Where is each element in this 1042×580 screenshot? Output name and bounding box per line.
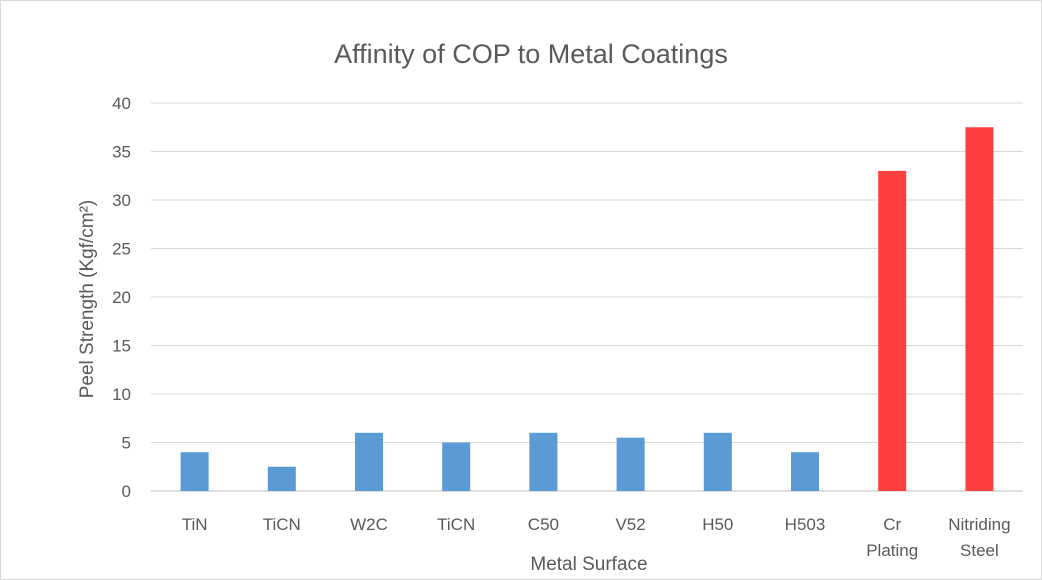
x-axis-label: Metal Surface [530, 554, 647, 575]
x-tick-label: H50 [702, 515, 733, 534]
bar [355, 432, 383, 491]
y-axis-ticks: 0 5 10 15 20 25 30 35 40 [112, 94, 131, 501]
x-tick-label: Nitriding Steel [948, 515, 1010, 560]
x-tick-label: C50 [528, 515, 559, 534]
y-tick-label: 40 [112, 94, 131, 113]
bars [180, 127, 994, 491]
gridlines [151, 102, 1023, 492]
bar [442, 442, 471, 491]
y-tick-label: 35 [112, 143, 131, 162]
y-tick-label: 10 [112, 385, 131, 404]
x-tick-label: H503 [785, 515, 826, 534]
x-tick-label: TiN [182, 515, 208, 534]
y-axis-label: Peel Strength (Kgf/cm²) [77, 200, 98, 399]
x-tick-label: TiCN [263, 515, 301, 534]
y-tick-label: 20 [112, 288, 131, 307]
bar [180, 452, 209, 491]
bar [529, 432, 558, 491]
x-tick-label: V52 [615, 515, 645, 534]
bar [791, 452, 819, 491]
bar [616, 437, 645, 491]
y-tick-label: 30 [112, 191, 131, 210]
bar [965, 127, 994, 491]
x-tick-label: TiCN [437, 515, 475, 534]
bar [878, 170, 907, 491]
x-tick-label: Cr Plating [866, 515, 918, 560]
y-tick-label: 5 [122, 434, 131, 453]
y-tick-label: 25 [112, 240, 131, 259]
chart-title: Affinity of COP to Metal Coatings [334, 39, 728, 69]
y-tick-label: 0 [122, 482, 131, 501]
bar [703, 432, 732, 491]
y-tick-label: 15 [112, 337, 131, 356]
x-tick-label: W2C [350, 515, 388, 534]
bar [267, 466, 296, 491]
x-axis-ticks: TiN TiCN W2C TiCN C50 V52 H50 H503 Cr Plating Nitr… [182, 515, 1011, 560]
